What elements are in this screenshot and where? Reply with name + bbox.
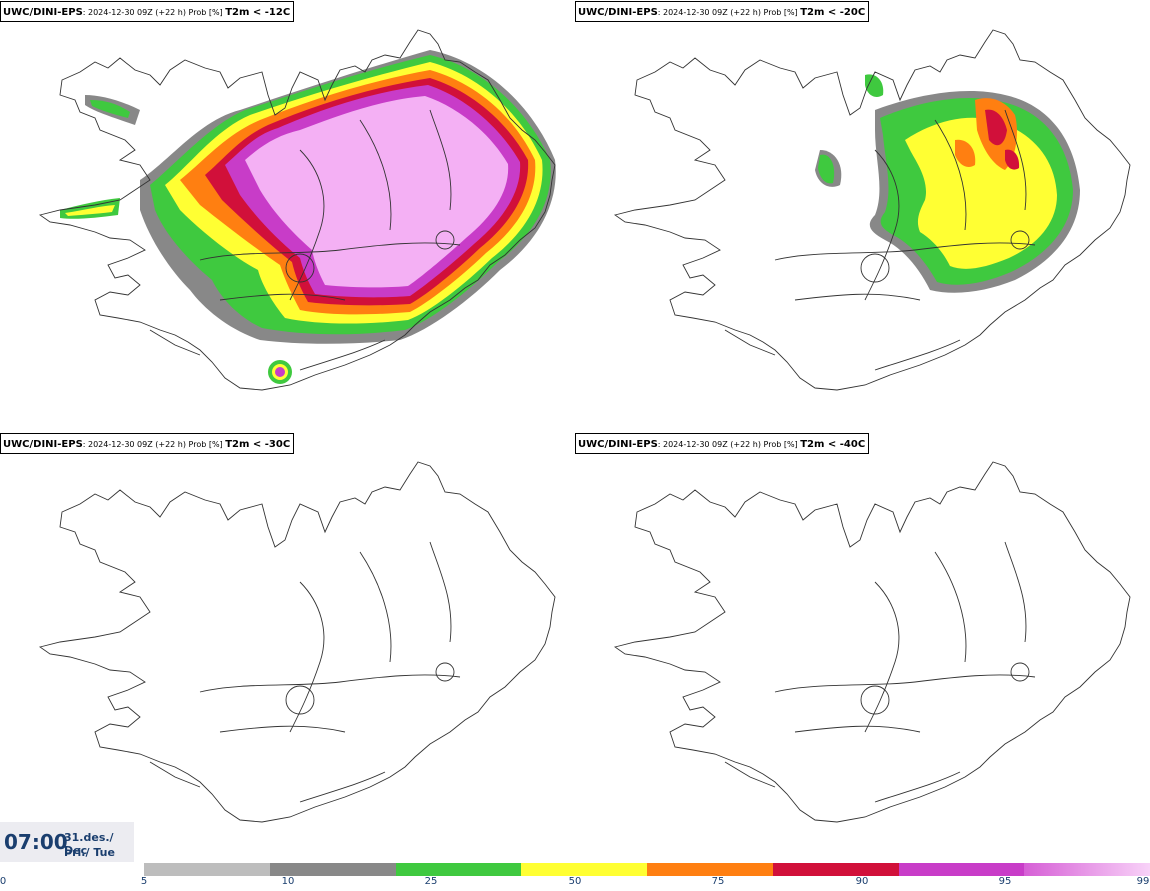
valid-time: 07:00 [4,830,68,854]
panel-title: UWC/DINI-EPS: 2024-12-30 09Z (+22 h) Pro… [0,433,295,454]
colorbar [144,863,1150,876]
colorbar-tick-label: 10 [281,876,295,887]
colorbar-segment [395,863,522,876]
colorbar-segment [772,863,899,876]
colorbar-tick-label: 0 [0,876,7,887]
colorbar-tick-label: 95 [998,876,1012,887]
colorbar-segment [647,863,773,876]
panel-title: UWC/DINI-EPS: 2024-12-30 09Z (+22 h) Pro… [575,1,870,22]
colorbar-segment [144,863,270,876]
colorbar-segment [521,863,647,876]
valid-date: 31.des./ Dec [64,831,114,857]
valid-weekday: Þri./ Tue [64,846,115,859]
map-t12 [39,29,556,391]
map-panel-t12: UWC/DINI-EPS: 2024-12-30 09Z (+22 h) Pro… [0,0,575,432]
colorbar-tick-label: 90 [855,876,869,887]
colorbar-tick-label: 50 [568,876,582,887]
map-t20 [614,29,1131,391]
map-panel-t30: UWC/DINI-EPS: 2024-12-30 09Z (+22 h) Pro… [0,432,575,864]
panel-title: UWC/DINI-EPS: 2024-12-30 09Z (+22 h) Pro… [0,1,295,22]
map-panel-t40: UWC/DINI-EPS: 2024-12-30 09Z (+22 h) Pro… [575,432,1150,864]
colorbar-segment [269,863,396,876]
colorbar-segment [1024,863,1150,876]
map-panel-t20: UWC/DINI-EPS: 2024-12-30 09Z (+22 h) Pro… [575,0,1150,432]
colorbar-tick-label: 99 [1136,876,1150,887]
colorbar-tick-label: 5 [140,876,148,887]
valid-time-box: 07:00 31.des./ Dec Þri./ Tue [0,822,134,862]
map-t30 [39,461,556,823]
map-t40 [614,461,1131,823]
colorbar-segment [898,863,1025,876]
colorbar-tick-label: 75 [711,876,725,887]
colorbar-tick-label: 25 [424,876,438,887]
panel-title: UWC/DINI-EPS: 2024-12-30 09Z (+22 h) Pro… [575,433,870,454]
